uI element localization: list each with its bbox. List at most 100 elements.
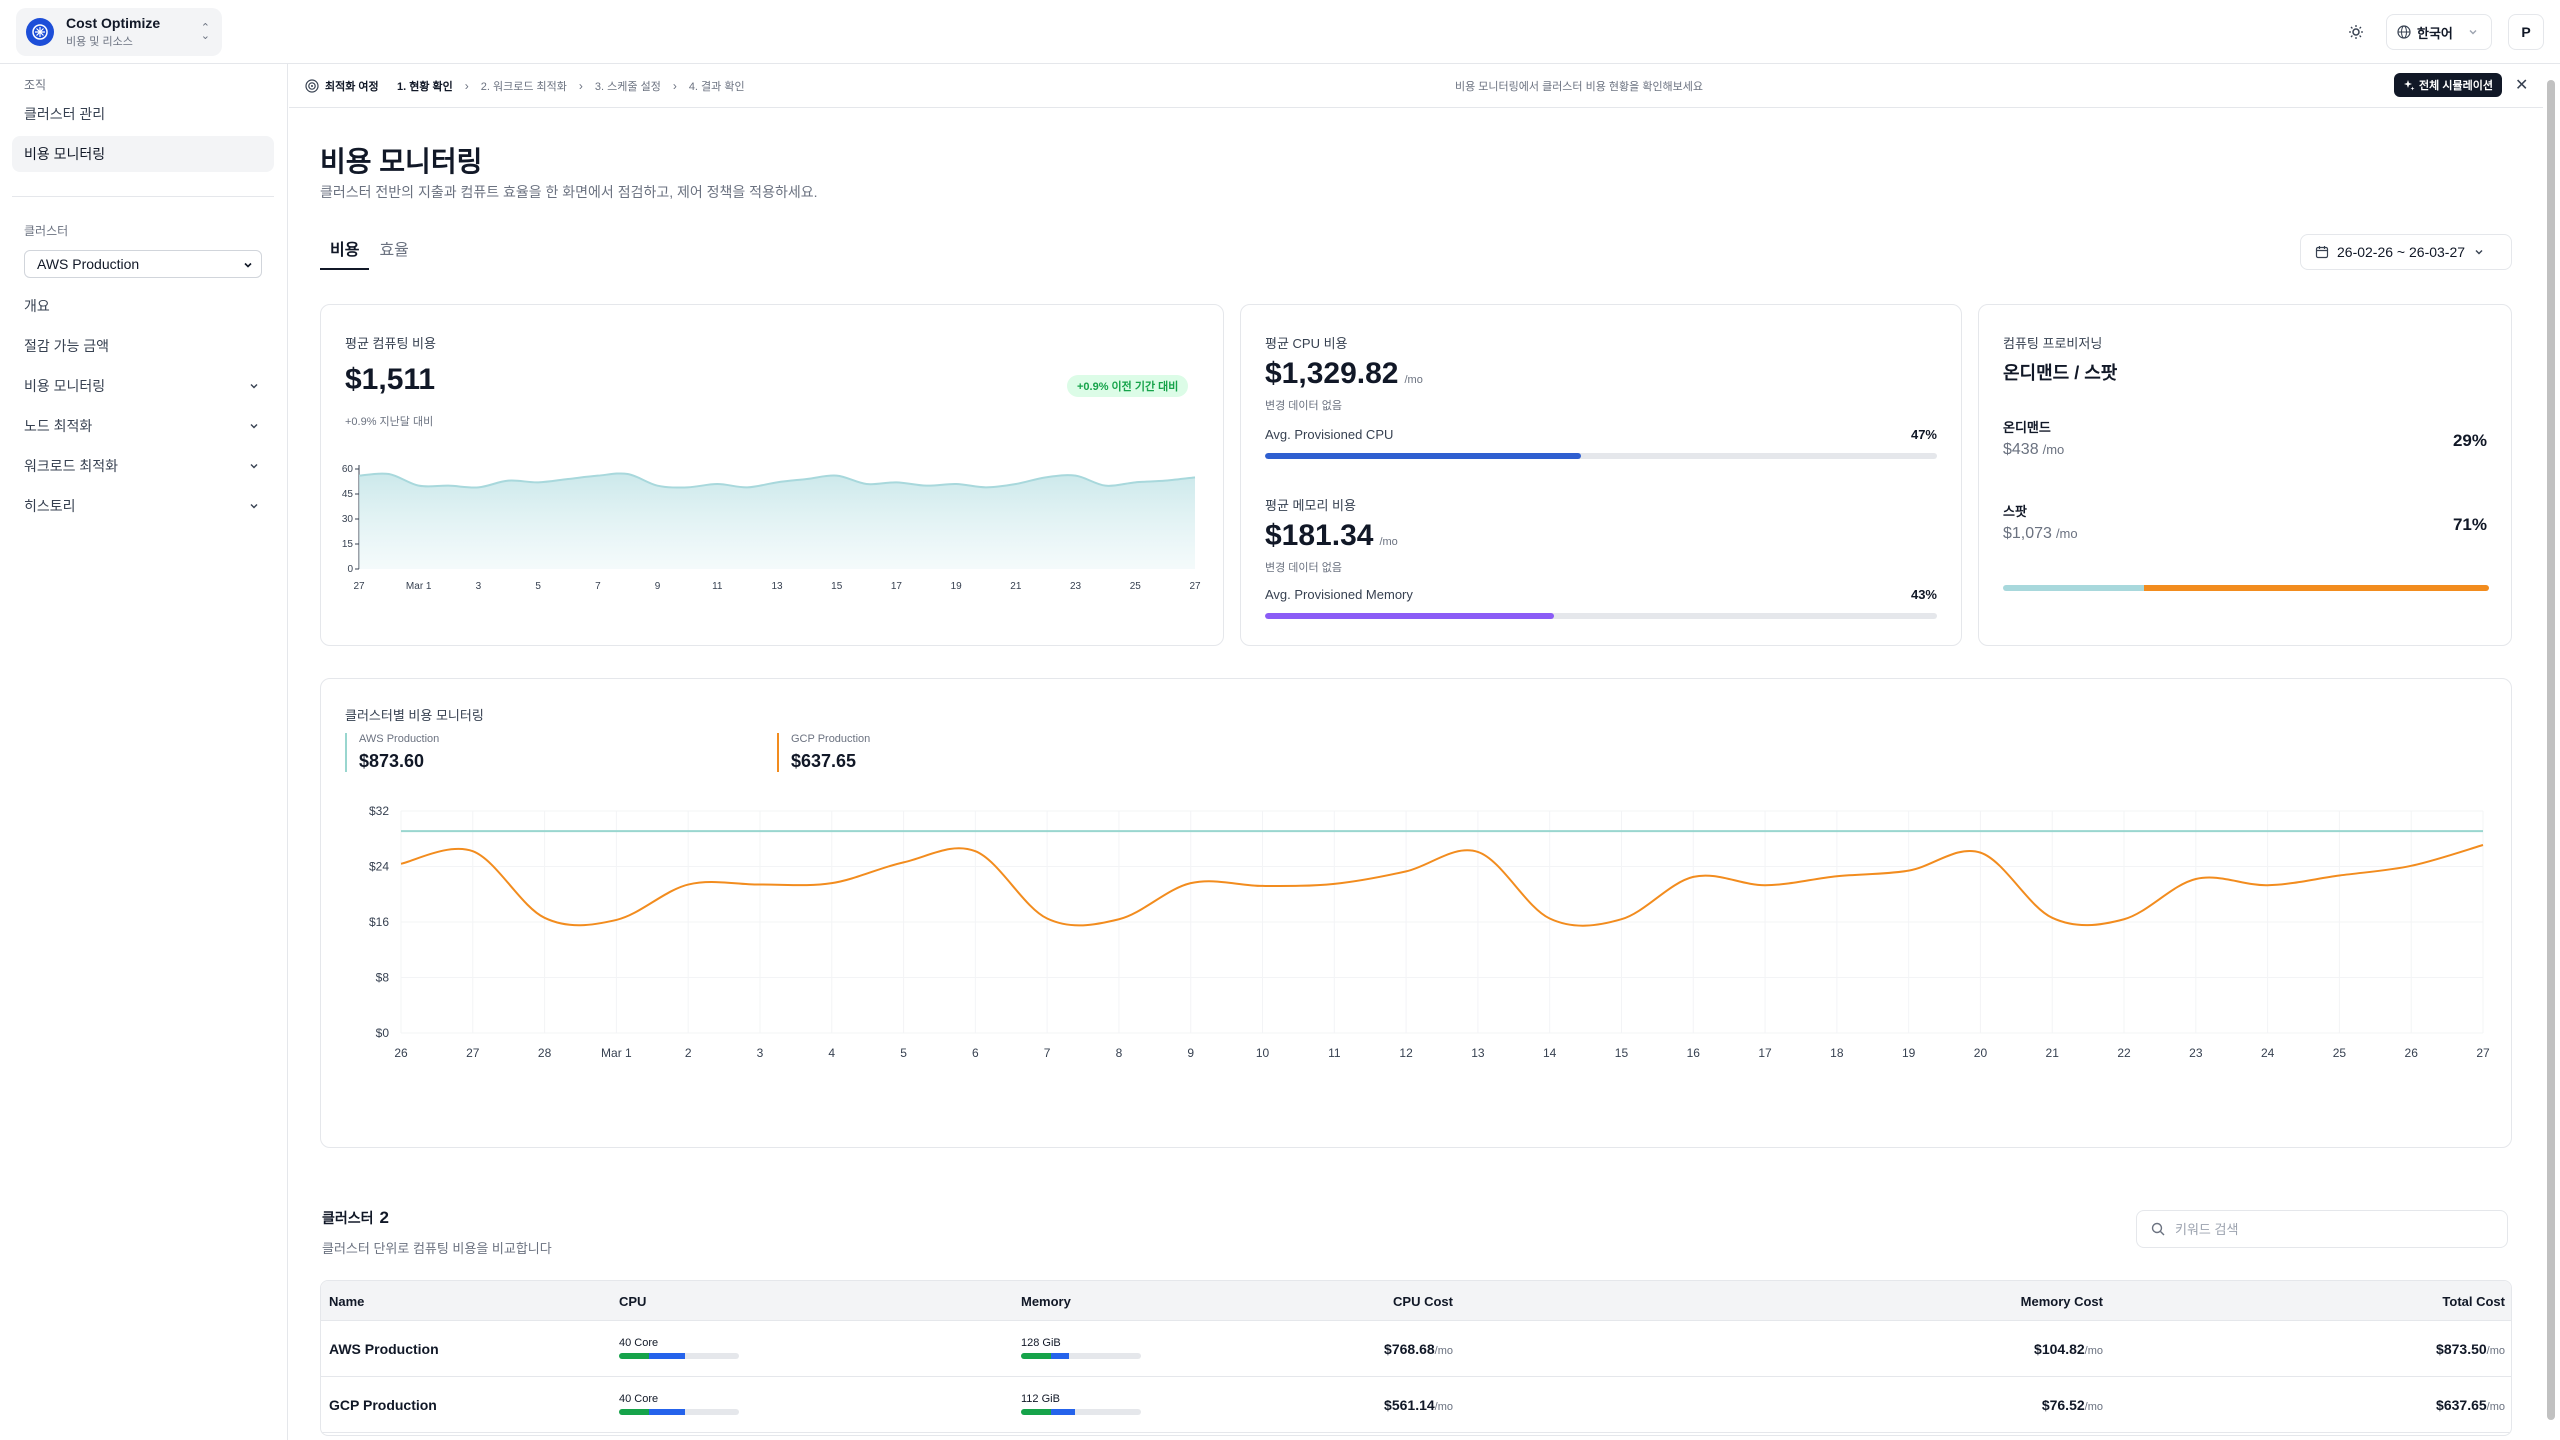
compute-provisioning-card: 컴퓨팅 프로비저닝 온디맨드 / 스팟 온디맨드 $438/mo 29% 스팟 … [1978, 304, 2512, 646]
x-tick-label: 27 [1189, 581, 1201, 592]
calendar-icon [2315, 246, 2329, 259]
col-memory-cost[interactable]: Memory Cost [2020, 1294, 2103, 1309]
x-tick-label: 3 [757, 1046, 764, 1060]
search-input[interactable] [2175, 1221, 2495, 1237]
x-tick-label: 6 [972, 1046, 979, 1060]
sidebar: 조직 클러스터 관리 비용 모니터링 클러스터 AWS Production 개… [0, 64, 288, 1440]
memory-cost-value-group: $181.34/mo [1265, 519, 1398, 553]
workspace-switcher[interactable]: Cost Optimize 비용 및 리소스 ⌃ ⌄ [16, 8, 222, 56]
avg-compute-label: 평균 컴퓨팅 비용 [345, 336, 436, 351]
cpu-cost-unit: /mo [1404, 374, 1423, 386]
table-row[interactable]: GCP Production 40 Core 112 GiB $561.14/mo $7… [321, 1377, 2511, 1433]
search-icon [2151, 1222, 2165, 1236]
cluster-select[interactable]: AWS Production [24, 250, 262, 278]
avg-compute-value: $1,511 [345, 363, 436, 396]
cell-memory-used-fill [1021, 1409, 1051, 1415]
x-tick-label: 4 [828, 1046, 835, 1060]
cell-memory-bar [1021, 1353, 1141, 1359]
journey-step-4[interactable]: 4. 결과 확인 [688, 81, 745, 93]
scrollbar-thumb[interactable] [2547, 80, 2555, 1420]
chevron-right-icon: › [672, 79, 677, 93]
x-tick-label: 20 [1974, 1046, 1988, 1060]
journey-steps: 1. 현황 확인 › 2. 워크로드 최적화 › 3. 스케줄 설정 › 4. … [397, 78, 745, 94]
y-tick-label: $16 [369, 915, 389, 929]
memory-bar-label: Avg. Provisioned Memory [1265, 587, 1413, 602]
avg-compute-compare: +0.9% 지난달 대비 [345, 416, 434, 428]
sidebar-item-workload-optimization[interactable]: 워크로드 최적화 [12, 448, 274, 484]
journey-step-1[interactable]: 1. 현황 확인 [397, 81, 453, 93]
cell-cpu: 40 Core [619, 1393, 739, 1415]
x-tick-label: 26 [2405, 1046, 2419, 1060]
x-tick-label: 14 [1543, 1046, 1557, 1060]
spot-label: 스팟 [2003, 504, 2027, 519]
x-tick-label: 9 [1187, 1046, 1194, 1060]
clusters-count: 2 [379, 1208, 389, 1227]
memory-pct: 43% [1910, 587, 1937, 602]
date-range-picker[interactable]: 26-02-26 ~ 26-03-27 [2300, 234, 2512, 270]
memory-cost-value: $181.34 [1265, 519, 1374, 552]
y-tick-label: $32 [369, 804, 389, 818]
cluster-cost-chart-card: 클러스터별 비용 모니터링 AWS Production $873.60 GCP… [320, 678, 2512, 1148]
cell-memory-label: 112 GiB [1021, 1393, 1060, 1405]
chevron-right-icon: › [578, 79, 583, 93]
x-tick-label: 7 [1044, 1046, 1051, 1060]
x-tick-label: 5 [900, 1046, 907, 1060]
x-tick-label: 26 [394, 1046, 408, 1060]
x-tick-label: 17 [891, 581, 903, 592]
sidebar-item-history[interactable]: 히스토리 [12, 488, 274, 524]
x-tick-label: 15 [831, 581, 843, 592]
ondemand-bar-segment [2003, 585, 2144, 591]
tab-bar: 비용 효율 [320, 236, 419, 270]
col-memory[interactable]: Memory [1021, 1294, 1071, 1309]
ondemand-value: $438 [2003, 441, 2039, 458]
sidebar-item-overview[interactable]: 개요 [12, 288, 274, 324]
tab-cost[interactable]: 비용 [320, 236, 370, 270]
close-icon[interactable]: ✕ [2515, 77, 2529, 94]
full-simulation-button[interactable]: 전체 시뮬레이션 [2394, 73, 2502, 97]
tab-efficiency[interactable]: 효율 [379, 242, 409, 259]
col-cpu[interactable]: CPU [619, 1294, 647, 1309]
cell-cpu-label: 40 Core [619, 1393, 659, 1405]
cell-memory-requested-fill [1051, 1353, 1069, 1359]
clusters-table: Name CPU Memory CPU Cost Memory Cost Tot… [320, 1280, 2512, 1436]
col-name[interactable]: Name [329, 1294, 365, 1309]
sidebar-item-cluster-management[interactable]: 클러스터 관리 [12, 96, 274, 132]
x-tick-label: Mar 1 [406, 581, 432, 592]
legend-aws[interactable]: AWS Production $873.60 [345, 733, 439, 772]
cell-cpu-label: 40 Core [619, 1337, 659, 1349]
x-tick-label: 19 [951, 581, 963, 592]
col-cpu-cost[interactable]: CPU Cost [1393, 1294, 1453, 1309]
x-tick-label: 24 [2261, 1046, 2275, 1060]
sidebar-item-node-optimization[interactable]: 노드 최적화 [12, 408, 274, 444]
cpu-cost-value: $1,329.82 [1265, 357, 1399, 390]
col-total-cost[interactable]: Total Cost [2442, 1294, 2505, 1309]
series-line-gcp [400, 844, 2484, 927]
x-tick-label: 22 [2117, 1046, 2131, 1060]
chevron-down-icon [244, 262, 252, 268]
x-tick-label: 23 [2189, 1046, 2203, 1060]
ondemand-unit: /mo [2042, 442, 2065, 457]
table-row[interactable]: AWS Production 40 Core 128 GiB $768.68/mo $1… [321, 1321, 2511, 1377]
legend-aws-value: $873.60 [359, 751, 425, 771]
chevron-up-down-icon: ⌃ ⌄ [200, 22, 210, 42]
sidebar-item-cost-monitoring[interactable]: 비용 모니터링 [12, 368, 274, 404]
sidebar-item-label: 워크로드 최적화 [24, 458, 119, 474]
y-tick-label: $8 [376, 971, 390, 985]
theme-toggle-button[interactable] [2342, 18, 2370, 46]
x-tick-label: 17 [1758, 1046, 1772, 1060]
x-tick-label: 13 [1471, 1046, 1485, 1060]
legend-gcp[interactable]: GCP Production $637.65 [777, 733, 870, 772]
language-select[interactable]: 한국어 [2386, 14, 2492, 50]
avg-compute-cost-card: 평균 컴퓨팅 비용 $1,511 +0.9% 이전 기간 대비 +0.9% 지난… [320, 304, 1224, 646]
journey-step-3[interactable]: 3. 스케줄 설정 [594, 81, 661, 93]
sidebar-item-label: 비용 모니터링 [24, 146, 106, 162]
sidebar-item-savings[interactable]: 절감 가능 금액 [12, 328, 274, 364]
cell-cpu-bar [619, 1353, 739, 1359]
user-avatar[interactable]: P [2508, 14, 2544, 50]
sidebar-item-label: 노드 최적화 [24, 418, 93, 434]
cell-cpu-requested-fill [649, 1353, 685, 1359]
top-bar: Cost Optimize 비용 및 리소스 ⌃ ⌄ 한국어 P [0, 0, 2560, 64]
page-scrollbar[interactable] [2545, 66, 2555, 1438]
journey-step-2[interactable]: 2. 워크로드 최적화 [480, 81, 567, 93]
sidebar-item-cost-monitoring-org[interactable]: 비용 모니터링 [12, 136, 274, 172]
